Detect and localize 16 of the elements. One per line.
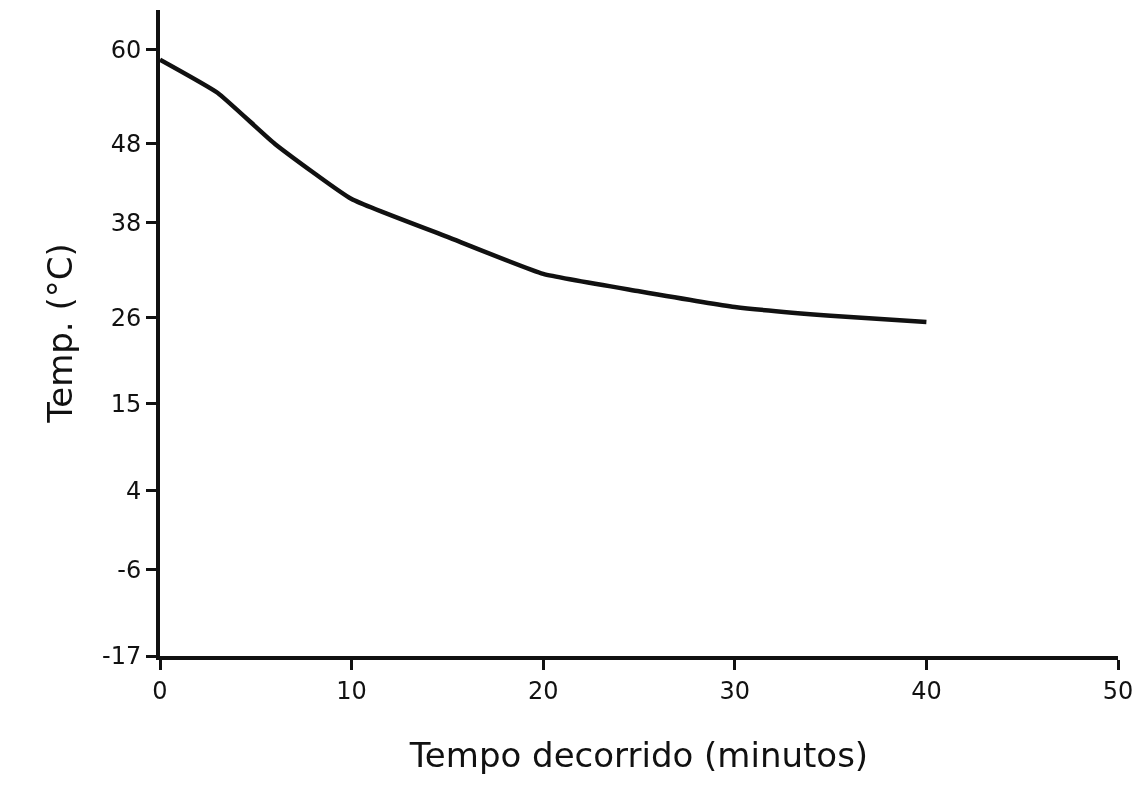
y-tick-label: -17 [102, 642, 142, 671]
y-tick-label: 15 [110, 390, 142, 419]
y-tick-label: 60 [110, 35, 142, 64]
x-axis-title: Tempo decorrido (minutos) [408, 734, 869, 775]
x-tick-label: 50 [1102, 676, 1134, 705]
x-tick-label: 30 [719, 676, 751, 705]
y-axis-title: Temp. (°C) [40, 243, 81, 424]
y-tick-label: 48 [110, 130, 142, 159]
y-tick-label: 38 [110, 209, 142, 238]
x-tick-label: 40 [911, 676, 942, 705]
y-tick-label: -6 [117, 555, 142, 584]
y-tick-label: 26 [110, 303, 142, 332]
x-tick-label: 0 [152, 676, 168, 705]
y-tick-label: 4 [125, 476, 142, 505]
x-tick-label: 10 [336, 676, 367, 705]
x-tick-label: 20 [527, 676, 559, 705]
